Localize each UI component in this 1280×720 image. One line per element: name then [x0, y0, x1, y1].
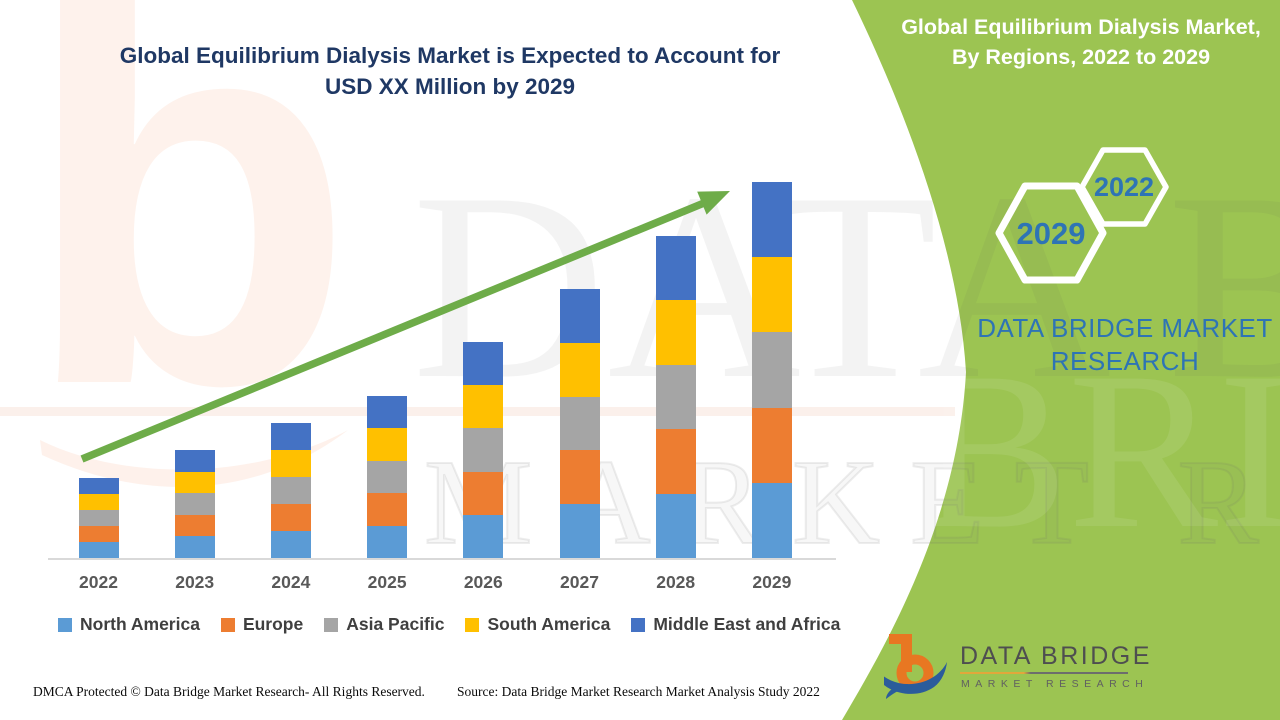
bar-segment-2023-middle-east-and-africa — [174, 450, 215, 472]
bar-segment-2022-europe — [78, 526, 119, 542]
bar-segment-2029-north-america — [751, 482, 792, 558]
legend-swatch-icon — [324, 617, 339, 632]
legend-swatch-icon — [58, 617, 72, 632]
side-panel-title-line1: Global Equilibrium Dialysis Market, — [901, 15, 1261, 39]
legend-item-asia-pacific: Asia Pacific — [324, 614, 444, 635]
footer-dmca-text: DMCA Protected © Data Bridge Market Rese… — [33, 684, 425, 699]
legend-item-europe: Europe — [220, 614, 304, 635]
bar-segment-2028-middle-east-and-africa — [655, 236, 696, 301]
bar-segment-2024-europe — [270, 504, 311, 531]
chart-legend: North America Europe Asia Pacific South Ame… — [58, 614, 840, 635]
brand-text-line2: RESEARCH — [1050, 346, 1200, 376]
bar-segment-2027-north-america — [559, 504, 600, 558]
watermark-green-text: BRIDGE — [918, 325, 1280, 575]
bar-segment-2024-middle-east-and-africa — [270, 423, 311, 450]
bar-segment-2023-asia-pacific — [174, 493, 215, 515]
bar-2028 — [655, 236, 696, 558]
bar-2024 — [270, 423, 311, 558]
bar-segment-2023-south-america — [174, 471, 215, 494]
chart-title: Global Equilibrium Dialysis Market is Ex… — [90, 40, 810, 102]
plot-area: 2022 2023 2024 2025 2026 2027 2028 2029 — [48, 160, 836, 592]
watermark-swoosh — [40, 430, 348, 487]
x-axis-label-2023: 2023 — [175, 572, 215, 592]
legend-item-north-america: North America — [58, 614, 200, 635]
bar-segment-2025-south-america — [367, 428, 408, 461]
legend-swatch-icon — [220, 617, 235, 632]
bar-segment-2025-asia-pacific — [367, 460, 408, 494]
bar-segment-2024-asia-pacific — [270, 477, 311, 504]
legend-item-middle-east-and-africa: Middle East and Africa — [631, 614, 840, 635]
bar-segment-2028-europe — [655, 429, 696, 494]
footer-source-text: Source: Data Bridge Market Research Mark… — [457, 684, 820, 699]
x-axis-label-2026: 2026 — [463, 572, 503, 592]
bar-segment-2027-south-america — [559, 342, 600, 397]
bar-segment-2025-north-america — [367, 525, 408, 558]
bar-segment-2022-middle-east-and-africa — [78, 478, 119, 494]
legend-label: North America — [80, 614, 200, 634]
bar-segment-2025-middle-east-and-africa — [367, 396, 408, 429]
bar-segment-2024-south-america — [270, 450, 311, 477]
logo-tagline-text: MARKET RESEARCH — [961, 678, 1149, 690]
x-axis-label-2024: 2024 — [271, 572, 311, 592]
bar-segment-2023-north-america — [174, 536, 215, 558]
side-panel-title: Global Equilibrium Dialysis Market, By R… — [888, 12, 1274, 72]
bar-2027 — [559, 289, 600, 558]
logo-name-text: DATA BRIDGE — [960, 642, 1152, 670]
bar-segment-2029-middle-east-and-africa — [751, 182, 792, 258]
x-axis-label-2025: 2025 — [367, 572, 407, 592]
bar-segment-2023-europe — [174, 514, 215, 537]
legend-swatch-icon — [631, 617, 646, 632]
bar-2023 — [174, 450, 215, 558]
bar-segment-2029-europe — [751, 407, 792, 483]
bar-segment-2027-middle-east-and-africa — [559, 289, 600, 343]
logo-underline — [960, 672, 1128, 674]
bar-2025 — [367, 396, 408, 558]
x-axis-label-2022: 2022 — [79, 572, 118, 592]
x-axis-label-2027: 2027 — [560, 572, 599, 592]
bar-segment-2026-middle-east-and-africa — [463, 342, 504, 386]
chart-title-line1: Global Equilibrium Dialysis Market is Ex… — [119, 43, 781, 68]
bar-segment-2026-europe — [463, 471, 504, 515]
bar-segment-2022-south-america — [78, 494, 119, 510]
x-axis-label-2029: 2029 — [752, 572, 792, 592]
bar-segment-2024-north-america — [270, 531, 311, 558]
bar-segment-2022-north-america — [78, 542, 119, 558]
side-panel-title-line2: By Regions, 2022 to 2029 — [951, 45, 1211, 69]
legend-label: Middle East and Africa — [653, 614, 841, 634]
side-panel-brand-text: DATA BRIDGE MARKET RESEARCH — [975, 312, 1275, 378]
bar-segment-2027-asia-pacific — [559, 396, 600, 451]
bar-segment-2026-north-america — [463, 514, 504, 558]
x-axis-label-2028: 2028 — [656, 572, 696, 592]
green-swoosh-path — [842, 0, 1280, 720]
bar-segment-2025-europe — [367, 493, 408, 526]
legend-label: Asia Pacific — [346, 614, 445, 634]
bar-2022 — [78, 478, 119, 558]
bar-segment-2029-south-america — [751, 257, 792, 333]
databridge-logo-icon — [884, 634, 947, 699]
bar-segment-2022-asia-pacific — [78, 510, 119, 526]
bar-2026 — [463, 342, 504, 558]
legend-label: Europe — [242, 614, 304, 634]
bar-segment-2026-asia-pacific — [463, 428, 504, 472]
bar-segment-2029-asia-pacific — [751, 332, 792, 408]
bar-segment-2026-south-america — [463, 385, 504, 429]
chart-title-line2: USD XX Million by 2029 — [324, 74, 576, 99]
bar-segment-2027-europe — [559, 450, 600, 505]
bar-segment-2028-south-america — [655, 300, 696, 365]
bar-segment-2028-asia-pacific — [655, 364, 696, 430]
legend-swatch-icon — [465, 617, 480, 632]
legend-label: South America — [487, 614, 611, 634]
bar-segment-2028-north-america — [655, 493, 696, 558]
legend-item-south-america: South America — [465, 614, 610, 635]
bar-2029 — [751, 182, 792, 558]
brand-text-line1: DATA BRIDGE MARKET — [977, 313, 1273, 343]
